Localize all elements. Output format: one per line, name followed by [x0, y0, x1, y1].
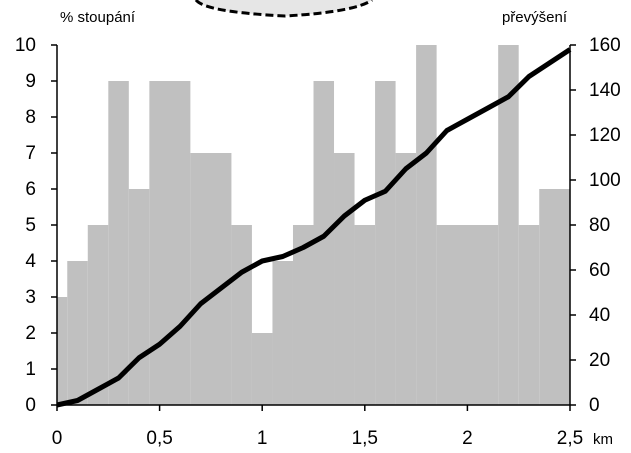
bar — [313, 81, 335, 405]
bar — [149, 81, 191, 405]
y2-tick-label: 20 — [589, 350, 610, 371]
bar — [231, 225, 252, 405]
y-tick-label: 9 — [25, 71, 36, 92]
bar — [87, 225, 109, 405]
x-tick-label: 1,5 — [352, 428, 378, 449]
y-tick-label: 0 — [25, 395, 36, 416]
bar — [416, 45, 437, 405]
x-tick-label: 1 — [257, 428, 268, 449]
bar — [539, 189, 570, 405]
x-unit: km — [593, 431, 613, 448]
y2-axis-label: převýšení — [502, 9, 568, 26]
bar — [292, 225, 314, 405]
bar — [395, 153, 417, 405]
y-axis-label: % stoupání — [60, 9, 136, 26]
bar — [334, 153, 355, 405]
y-tick-label: 4 — [25, 251, 36, 272]
bar — [518, 225, 540, 405]
y2-tick-label: 40 — [589, 305, 610, 326]
bar — [498, 45, 519, 405]
y-tick-label: 8 — [25, 107, 36, 128]
y2-tick-label: 0 — [589, 395, 600, 416]
bar — [190, 153, 232, 405]
bar — [354, 225, 376, 405]
y2-tick-label: 80 — [589, 215, 610, 236]
x-tick-label: 2,5 — [557, 428, 583, 449]
y2-tick-label: 100 — [589, 170, 621, 191]
elevation-line — [56, 47, 572, 408]
y-tick-label: 2 — [25, 323, 36, 344]
y-tick-label: 10 — [15, 35, 36, 56]
bar — [57, 297, 68, 405]
y-tick-label: 5 — [25, 215, 36, 236]
bar — [375, 81, 396, 405]
bar — [272, 261, 293, 405]
y-tick-label: 1 — [25, 359, 36, 380]
bar — [436, 225, 499, 405]
bar — [67, 261, 88, 405]
x-tick-label: 2 — [462, 428, 473, 449]
decoration — [194, 0, 373, 18]
y2-tick-label: 120 — [589, 125, 621, 146]
bar — [128, 189, 150, 405]
y2-tick-label: 60 — [589, 260, 610, 281]
y-tick-label: 3 — [25, 287, 36, 308]
y2-tick-label: 140 — [589, 80, 621, 101]
y-tick-label: 6 — [25, 179, 36, 200]
x-tick-label: 0 — [52, 428, 63, 449]
bar — [251, 333, 273, 405]
y2-tick-label: 160 — [589, 35, 621, 56]
x-tick-label: 0,5 — [146, 428, 172, 449]
bar — [108, 81, 129, 405]
y-tick-label: 7 — [25, 143, 36, 164]
